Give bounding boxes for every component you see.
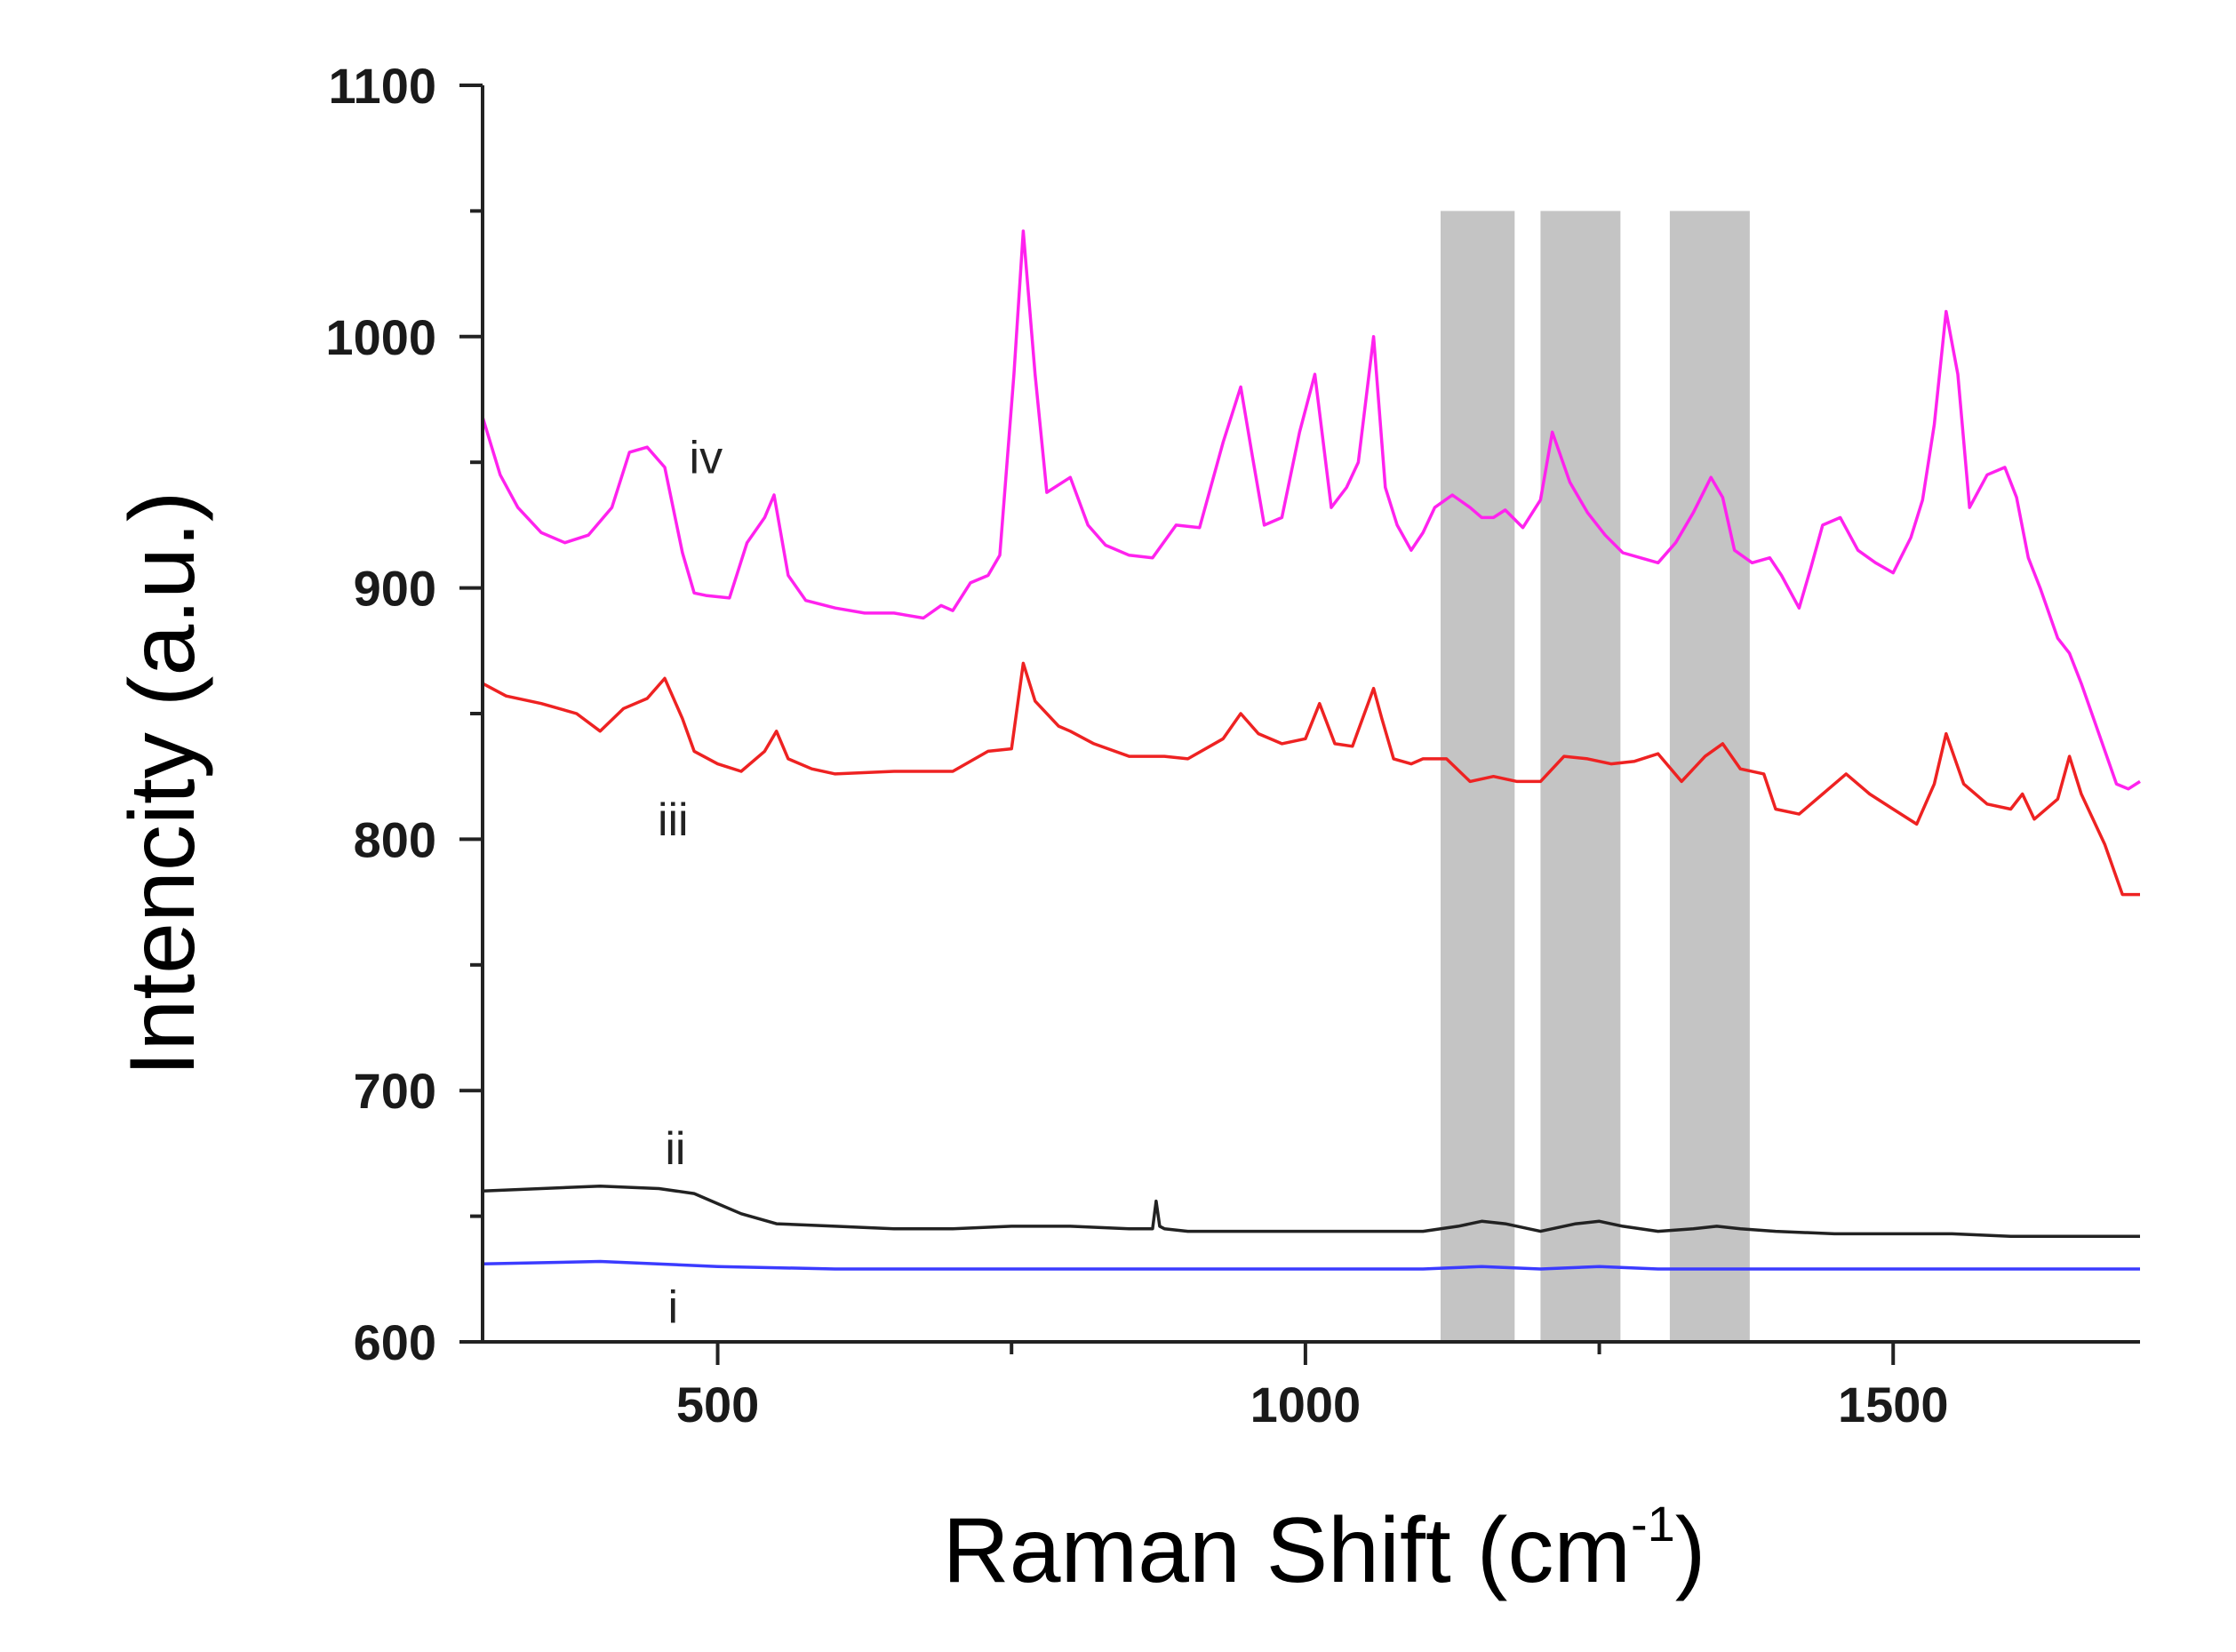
shaded-regions bbox=[1440, 211, 1750, 1342]
y-tick-label-700: 700 bbox=[354, 1063, 436, 1119]
y-tick-label-600: 600 bbox=[354, 1314, 436, 1370]
y-axis-title: Intencity (a.u.) bbox=[111, 491, 214, 1077]
y-tick-label-1100: 1100 bbox=[329, 58, 437, 114]
x-axis-title: Raman Shift (cm-1) bbox=[943, 1496, 1706, 1602]
x-tick-label-1000: 1000 bbox=[1250, 1377, 1362, 1433]
shaded-region-2 bbox=[1540, 211, 1621, 1342]
y-tick-label-1000: 1000 bbox=[325, 309, 436, 365]
x-axis-title-main: Raman Shift (cm bbox=[943, 1499, 1631, 1602]
x-tick-label-1500: 1500 bbox=[1838, 1377, 1949, 1433]
series-line-iii bbox=[482, 661, 2140, 897]
y-tick-label-900: 900 bbox=[354, 561, 436, 617]
tick-labels: 600 700 800 900 1000 1100 500 1000 1500 bbox=[325, 58, 1948, 1433]
x-axis-title-superscript: -1 bbox=[1631, 1496, 1675, 1552]
curve-label-iv: iv bbox=[690, 433, 723, 484]
axes bbox=[459, 84, 2140, 1365]
spectrum-series bbox=[481, 229, 2141, 1271]
series-line-iv bbox=[481, 229, 2141, 791]
series-line-ii bbox=[482, 1184, 2140, 1238]
y-tick-label-800: 800 bbox=[354, 811, 436, 867]
curve-label-iii: iii bbox=[658, 794, 689, 846]
curve-label-ii: ii bbox=[665, 1123, 685, 1175]
x-axis-title-suffix: ) bbox=[1675, 1499, 1706, 1602]
x-tick-label-500: 500 bbox=[676, 1377, 759, 1433]
curve-label-i: i bbox=[667, 1281, 678, 1333]
shaded-region-1 bbox=[1440, 211, 1515, 1342]
series-line-i bbox=[482, 1259, 2140, 1271]
shaded-region-3 bbox=[1669, 211, 1750, 1342]
